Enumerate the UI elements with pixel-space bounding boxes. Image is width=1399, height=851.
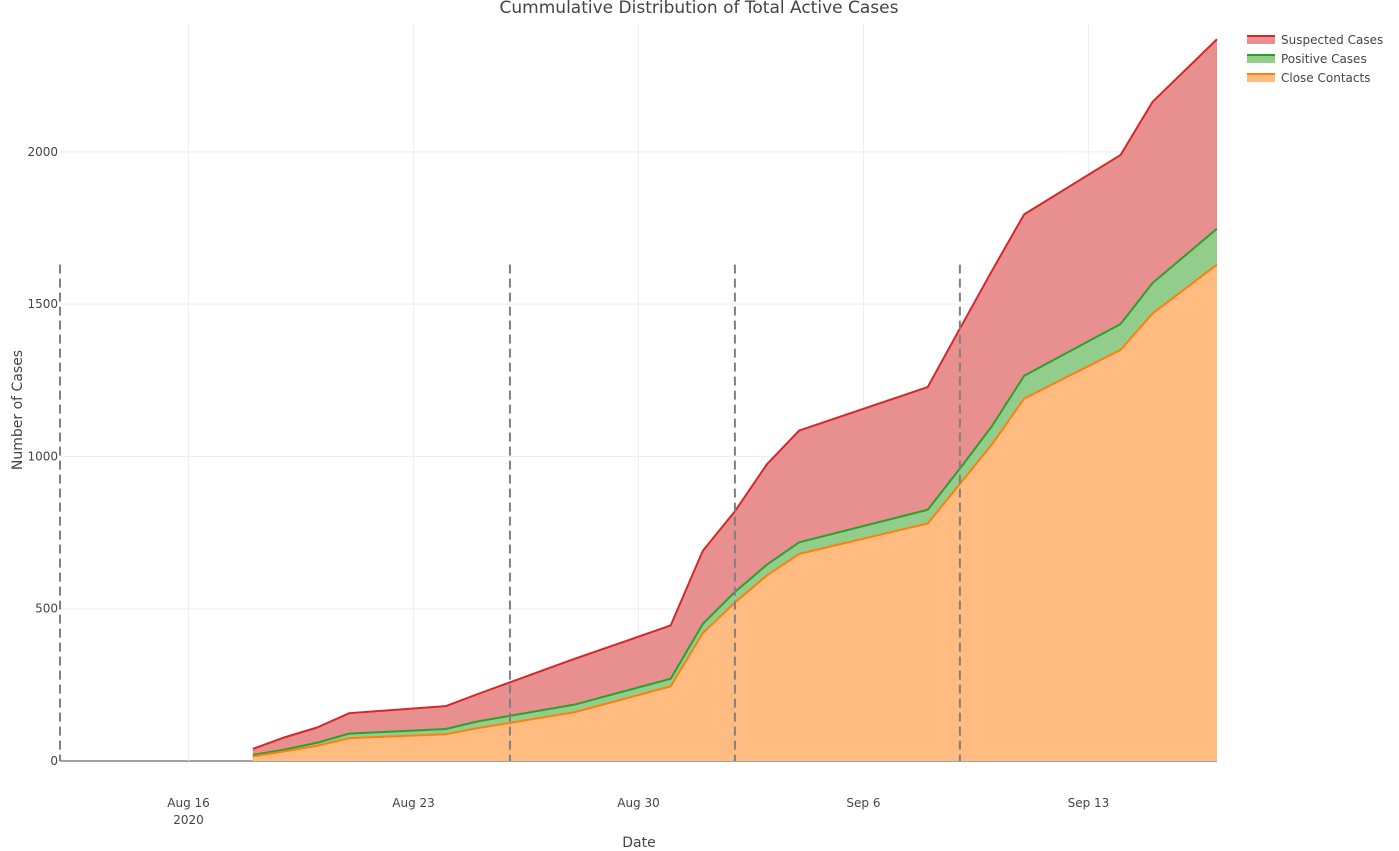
close-contacts-area [252,264,1218,761]
area-series [252,38,1218,761]
x-axis-title: Date [622,835,655,851]
y-tick-label: 0 [50,754,58,768]
x-tick-sublabel: 2020 [173,813,204,827]
y-axis-ticks: 0 500 1000 1500 2000 [27,145,58,768]
legend[interactable]: Suspected Cases Positive Cases Close Conta… [1247,33,1383,85]
x-tick-label: Sep 13 [1068,796,1110,810]
legend-item-positive-cases[interactable]: Positive Cases [1247,52,1367,66]
legend-swatch [1247,35,1275,44]
y-tick-label: 1000 [27,449,58,463]
legend-item-suspected-cases[interactable]: Suspected Cases [1247,33,1383,47]
x-axis-ticks: Aug 16 2020 Aug 23 Aug 30 Sep 6 Sep 13 [167,796,1109,827]
y-axis-title: Number of Cases [10,350,26,470]
legend-swatch [1247,73,1275,82]
legend-label: Positive Cases [1281,52,1367,66]
x-tick-label: Aug 16 [167,796,210,810]
y-tick-label: 1500 [27,297,58,311]
legend-label: Close Contacts [1281,71,1370,85]
x-tick-label: Sep 6 [846,796,880,810]
legend-swatch [1247,54,1275,63]
x-tick-label: Aug 23 [392,796,435,810]
legend-item-close-contacts[interactable]: Close Contacts [1247,71,1370,85]
x-tick-label: Aug 30 [617,796,660,810]
chart-title: Cummulative Distribution of Total Active… [500,0,899,18]
y-tick-label: 2000 [27,145,58,159]
legend-label: Suspected Cases [1281,33,1383,47]
vertical-markers [59,264,961,761]
y-tick-label: 500 [35,602,58,616]
